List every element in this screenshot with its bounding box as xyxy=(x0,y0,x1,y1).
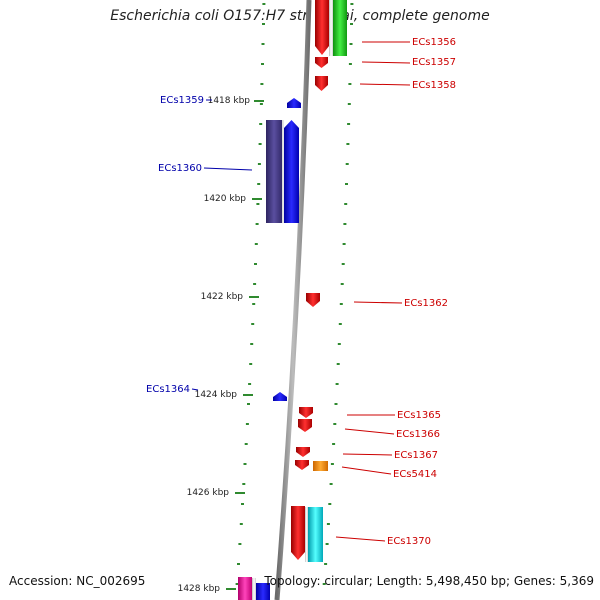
leader-line xyxy=(335,536,386,542)
gene-label[interactable]: ECs1356 xyxy=(412,37,456,48)
feature-block-blue-bottom[interactable] xyxy=(256,583,270,600)
gene-arrow-ecs1359[interactable] xyxy=(287,98,301,108)
position-ticks: 1418 kbp 1420 kbp 1422 kbp 1424 kbp 1426… xyxy=(178,96,264,594)
gene-label[interactable]: ECs1366 xyxy=(396,429,440,440)
gene-label[interactable]: ECs1367 xyxy=(394,450,438,461)
leader-line xyxy=(203,167,253,171)
grid-marks-outer xyxy=(322,3,354,585)
feature-block-white-1370 xyxy=(305,507,308,562)
tick-label: 1426 kbp xyxy=(187,488,230,498)
gene-arrow-ecs1358[interactable] xyxy=(315,76,328,91)
feature-block-green-top[interactable] xyxy=(333,0,347,56)
leader-line xyxy=(359,83,411,86)
gene-label[interactable]: ECs1358 xyxy=(412,80,456,91)
gene-arrow-ecs1362[interactable] xyxy=(306,293,320,307)
gene-label[interactable]: ECs1364 xyxy=(146,384,190,395)
gene-label[interactable]: ECs5414 xyxy=(393,469,437,480)
gene-label[interactable]: ECs1365 xyxy=(397,410,441,421)
gene-arrow-ecs1367[interactable] xyxy=(296,447,310,457)
gene-arrow-ecs1365[interactable] xyxy=(299,407,313,418)
gene-arrow-ecs1366[interactable] xyxy=(298,419,312,432)
tick-label: 1428 kbp xyxy=(178,584,221,594)
tick-label: 1418 kbp xyxy=(208,96,251,106)
gene-label[interactable]: ECs1362 xyxy=(404,298,448,309)
topology-text: Topology: circular; Length: 5,498,450 bp… xyxy=(264,574,594,588)
grid-marks-inner xyxy=(235,3,266,585)
feature-block-white-1360 xyxy=(282,120,284,223)
map-title: Escherichia coli O157:H7 str. Sakai, com… xyxy=(110,8,490,24)
gene-arrow-ecs1368[interactable] xyxy=(295,460,309,470)
genome-backbone xyxy=(274,0,312,600)
gene-block-ecs5414[interactable] xyxy=(313,461,328,471)
feature-block-pink[interactable] xyxy=(238,577,252,600)
gene-labels: ECs1356 ECs1357 ECs1358 ECs1359 ECs1360 … xyxy=(146,37,456,547)
gene-label[interactable]: ECs1359 xyxy=(160,95,204,106)
gene-label[interactable]: ECs1357 xyxy=(412,57,456,68)
feature-block-cyan[interactable] xyxy=(308,507,323,562)
feature-block-white-top xyxy=(329,0,333,56)
tick-label: 1420 kbp xyxy=(204,194,247,204)
leader-line xyxy=(342,453,393,456)
gene-arrow-ecs1356[interactable] xyxy=(315,0,329,55)
leader-line xyxy=(341,466,392,475)
gene-block-ecs1360[interactable] xyxy=(266,120,282,223)
leader-line xyxy=(344,428,395,435)
gene-arrow-ecs1357[interactable] xyxy=(315,57,328,68)
feature-block-white-bottom xyxy=(252,578,256,600)
tick-label: 1422 kbp xyxy=(201,292,244,302)
leader-line xyxy=(191,388,199,391)
leader-line xyxy=(361,61,411,64)
gene-arrow-ecs1360b[interactable] xyxy=(284,120,299,223)
accession-text: Accession: NC_002695 xyxy=(9,574,146,588)
gene-arrow-ecs1370[interactable] xyxy=(291,506,305,560)
gene-arrow-ecs1364[interactable] xyxy=(273,392,287,401)
gene-label[interactable]: ECs1370 xyxy=(387,536,431,547)
gene-label[interactable]: ECs1360 xyxy=(158,163,202,174)
feature-blocks xyxy=(238,0,347,600)
tick-label: 1424 kbp xyxy=(195,390,238,400)
leader-line xyxy=(353,301,403,304)
